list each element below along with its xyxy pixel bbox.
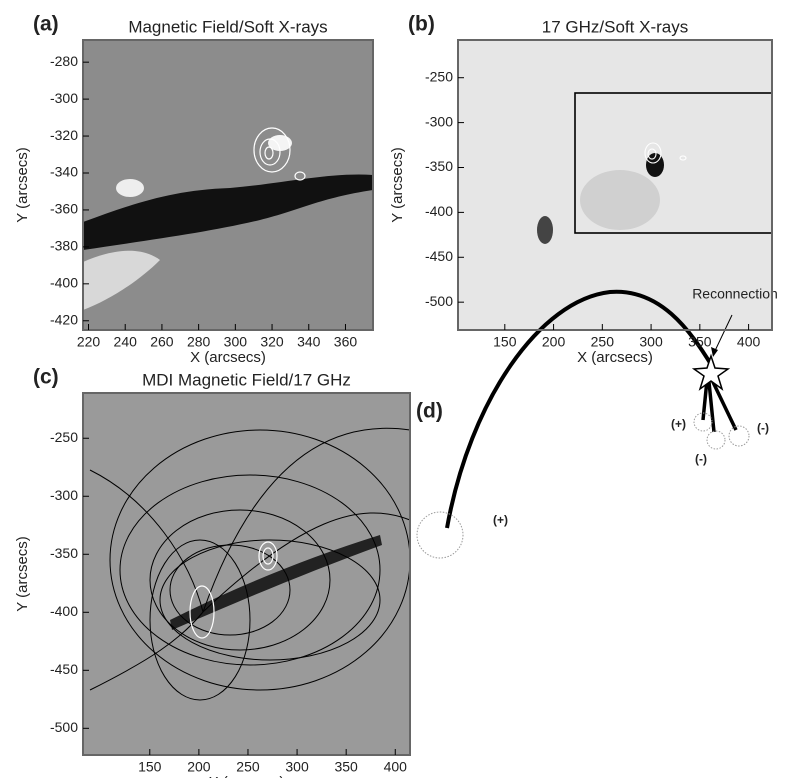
image-b	[458, 40, 773, 330]
diagram-d: (d) Reconnection (+) (+) (-) (-)	[416, 286, 778, 559]
chart-title: 17 GHz/Soft X-rays	[542, 17, 688, 36]
label: (-)	[695, 452, 707, 466]
label: (+)	[671, 417, 686, 431]
x-tick-label: 250	[236, 759, 260, 775]
panel-label: (c)	[33, 366, 59, 389]
x-tick-label: 200	[187, 759, 211, 775]
panel-label: (b)	[408, 13, 435, 36]
x-tick-label: 320	[260, 334, 284, 350]
y-tick-label: -250	[50, 429, 78, 445]
label: Reconnection	[692, 286, 778, 302]
y-tick-label: -400	[50, 275, 78, 291]
y-tick-label: -320	[50, 127, 78, 143]
x-tick-label: 150	[493, 334, 517, 350]
x-axis-label: X (arcsecs)	[209, 774, 285, 778]
plot-frame	[82, 392, 411, 756]
x-tick-label: 300	[639, 334, 663, 350]
image-a	[83, 40, 373, 330]
panel-label: (a)	[33, 13, 59, 36]
x-tick-label: 240	[114, 334, 138, 350]
plot-frame	[82, 39, 374, 331]
y-tick-label: -400	[425, 203, 453, 219]
x-tick-label: 200	[542, 334, 566, 350]
y-tick-label: -450	[425, 248, 453, 264]
chart-title: Magnetic Field/Soft X-rays	[128, 17, 327, 36]
x-tick-label: 360	[334, 334, 358, 350]
y-tick-label: -350	[50, 545, 78, 561]
panel-label: (d)	[416, 400, 443, 423]
x-tick-label: 300	[285, 759, 309, 775]
y-tick-label: -400	[50, 603, 78, 619]
y-tick-label: -300	[50, 90, 78, 106]
y-tick-label: -360	[50, 201, 78, 217]
y-tick-label: -300	[425, 113, 453, 129]
x-tick-label: 400	[384, 759, 408, 775]
y-tick-label: -300	[50, 487, 78, 503]
x-axis-label: X (arcsecs)	[190, 349, 266, 366]
x-tick-label: 280	[187, 334, 211, 350]
x-tick-label: 300	[224, 334, 248, 350]
y-tick-label: -500	[50, 719, 78, 735]
x-tick-label: 400	[737, 334, 761, 350]
y-axis-label: Y (arcsecs)	[389, 147, 406, 223]
x-tick-label: 220	[77, 334, 101, 350]
y-axis-label: Y (arcsecs)	[14, 147, 31, 223]
x-tick-label: 150	[138, 759, 162, 775]
x-tick-label: 350	[688, 334, 712, 350]
image-c	[83, 393, 411, 755]
x-tick-label: 340	[297, 334, 321, 350]
y-tick-label: -380	[50, 238, 78, 254]
x-tick-label: 350	[334, 759, 358, 775]
y-axis-label: Y (arcsecs)	[14, 536, 31, 612]
x-axis-label: X (arcsecs)	[577, 349, 653, 366]
chart-title: MDI Magnetic Field/17 GHz	[142, 370, 351, 389]
y-tick-label: -280	[50, 53, 78, 69]
label: (+)	[493, 513, 508, 527]
y-tick-label: -420	[50, 311, 78, 327]
plot-frame	[457, 39, 773, 331]
x-tick-label: 260	[150, 334, 174, 350]
y-tick-label: -450	[50, 661, 78, 677]
y-tick-label: -250	[425, 68, 453, 84]
y-tick-label: -500	[425, 293, 453, 309]
y-tick-label: -350	[425, 158, 453, 174]
label: (-)	[757, 421, 769, 435]
y-tick-label: -340	[50, 164, 78, 180]
x-tick-label: 250	[591, 334, 615, 350]
